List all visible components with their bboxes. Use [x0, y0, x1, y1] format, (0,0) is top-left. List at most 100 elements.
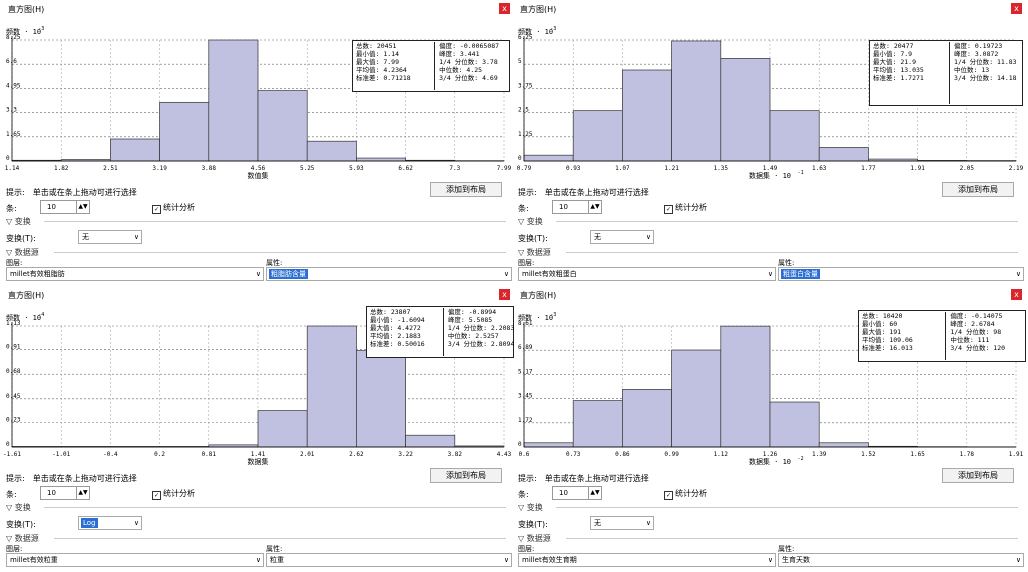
transform-select[interactable]: 无 ∨: [590, 516, 654, 530]
y-tick-label: 6.25: [518, 34, 533, 41]
y-tick-label: 4.95: [6, 82, 21, 89]
x-tick-label: 0.81: [202, 451, 217, 458]
bins-stepper[interactable]: 10 ▲▼: [552, 486, 602, 500]
y-tick-label: 8.25: [6, 34, 21, 41]
x-tick-label: 3.19: [152, 165, 167, 172]
histogram-bar: [572, 400, 623, 448]
histogram-window-4: 直方图(H) x 频数 · 10 -3 0 1.72 3.45 5.17 6.89 8.61 0…: [516, 288, 1026, 570]
transform-select[interactable]: Log ∨: [78, 516, 142, 530]
attribute-select[interactable]: 生育天数 ∨: [778, 553, 1024, 567]
divider: [44, 221, 506, 222]
transform-select[interactable]: 无 ∨: [590, 230, 654, 244]
divider: [54, 252, 506, 253]
layer-label: 图层:: [518, 259, 535, 267]
stats-checkbox[interactable]: ✓ 统计分析: [152, 489, 195, 500]
datasource-section-header[interactable]: ▽ 数据源: [6, 248, 39, 257]
histogram-chart[interactable]: 频数 · 10-3 0 1.72 3.45 5.17 6.89 8.61 0.6 0.73 0.8…: [516, 302, 1024, 465]
hint-text: 提示: 单击或在条上拖动可进行选择: [6, 188, 137, 197]
layer-select[interactable]: millet有效粒重 ∨: [6, 553, 264, 567]
chevron-down-icon: ∨: [645, 233, 651, 241]
x-tick-label: 1.12: [714, 451, 729, 458]
spin-arrows-icon[interactable]: ▲▼: [76, 201, 89, 213]
stats-left: 总数: 10420 最小值: 60 最大值: 191 平均值: 109.06 标…: [862, 312, 913, 352]
spin-arrows-icon[interactable]: ▲▼: [76, 487, 89, 499]
stats-checkbox[interactable]: ✓ 统计分析: [664, 203, 707, 214]
y-tick-label: 5.17: [518, 368, 533, 375]
datasource-section-header[interactable]: ▽ 数据源: [518, 248, 551, 257]
layer-select[interactable]: millet有效生育期 ∨: [518, 553, 776, 567]
histogram-bar: [257, 410, 308, 448]
divider: [566, 538, 1018, 539]
x-tick-label: 3.22: [398, 451, 413, 458]
stats-checkbox[interactable]: ✓ 统计分析: [152, 203, 195, 214]
datasource-section-header[interactable]: ▽ 数据源: [6, 534, 39, 543]
stats-box: 总数: 23807 最小值: -1.6094 最大值: 4.4272 平均值: …: [366, 306, 514, 358]
histogram-bar: [356, 157, 406, 162]
bins-stepper[interactable]: 10 ▲▼: [40, 486, 90, 500]
histogram-bar: [405, 434, 456, 448]
transform-select[interactable]: 无 ∨: [78, 230, 142, 244]
add-to-layout-button[interactable]: 添加到布局: [430, 182, 502, 197]
bins-stepper[interactable]: 10 ▲▼: [40, 200, 90, 214]
x-tick-label: 0.86: [615, 451, 630, 458]
x-tick-label: 0.73: [566, 451, 581, 458]
bins-value: 10: [559, 203, 568, 211]
close-button[interactable]: x: [1011, 289, 1022, 300]
histogram-bar: [818, 147, 869, 162]
transform-section-header[interactable]: ▽ 变换: [518, 217, 543, 226]
chevron-down-icon: ∨: [645, 519, 651, 527]
attribute-select[interactable]: 粒重 ∨: [266, 553, 512, 567]
attribute-select[interactable]: 粗蛋白含量 ∨: [778, 267, 1024, 281]
spin-arrows-icon[interactable]: ▲▼: [588, 487, 601, 499]
histogram-window-3: 直方图(H) x 频数 · 10 -4 0 0.23 0.45 0.68 0.91 1.13 -…: [4, 288, 514, 570]
x-tick-label: 7.3: [449, 165, 460, 172]
histogram-bar: [110, 138, 160, 162]
bins-label: 条:: [6, 204, 17, 213]
chevron-down-icon: ∨: [503, 270, 509, 278]
layer-select[interactable]: millet有效粗脂肪 ∨: [6, 267, 264, 281]
x-tick-label: 0.2: [154, 451, 165, 458]
stats-right: 偏度: 0.19723 峰度: 3.0872 1/4 分位数: 11.83 中位…: [949, 42, 1017, 104]
close-button[interactable]: x: [499, 289, 510, 300]
bins-stepper[interactable]: 10 ▲▼: [552, 200, 602, 214]
chevron-down-icon: ∨: [1015, 270, 1021, 278]
y-axis-label: 频数 · 10: [518, 27, 553, 36]
y-tick-label: 1.72: [518, 417, 533, 424]
y-axis-exponent: -3: [38, 26, 44, 32]
x-tick-label: 1.14: [5, 165, 20, 172]
spin-arrows-icon[interactable]: ▲▼: [588, 201, 601, 213]
transform-section-header[interactable]: ▽ 变换: [6, 503, 31, 512]
layer-select[interactable]: millet有效粗蛋白 ∨: [518, 267, 776, 281]
add-to-layout-button[interactable]: 添加到布局: [942, 182, 1014, 197]
x-tick-label: 1.26: [763, 451, 778, 458]
close-button[interactable]: x: [1011, 3, 1022, 14]
checkbox-checked-icon: ✓: [152, 205, 161, 214]
attribute-select[interactable]: 粗脂肪含量 ∨: [266, 267, 512, 281]
y-tick-label: 8.61: [518, 320, 533, 327]
transform-section-header[interactable]: ▽ 变换: [518, 503, 543, 512]
y-tick-label: 5: [518, 58, 522, 65]
x-tick-label: 6.62: [398, 165, 413, 172]
y-tick-label: 1.25: [518, 131, 533, 138]
window-title: 直方图(H): [8, 5, 45, 14]
x-tick-label: 2.62: [349, 451, 364, 458]
stats-checkbox[interactable]: ✓ 统计分析: [664, 489, 707, 500]
add-to-layout-button[interactable]: 添加到布局: [942, 468, 1014, 483]
x-axis-label: 数据集 · 10: [749, 457, 791, 465]
stats-right: 偏度: -0.14075 峰度: 2.6784 1/4 分位数: 98 中位数:…: [945, 312, 1005, 360]
add-to-layout-button[interactable]: 添加到布局: [430, 468, 502, 483]
transform-section-header[interactable]: ▽ 变换: [6, 217, 31, 226]
close-button[interactable]: x: [499, 3, 510, 14]
histogram-chart[interactable]: 频数 · 10-301.653.34.956.68.251.14 1.82 2.51…: [4, 16, 512, 179]
bins-value: 10: [47, 203, 56, 211]
transform-label: 变换(T):: [518, 520, 548, 529]
datasource-section-header[interactable]: ▽ 数据源: [518, 534, 551, 543]
divider: [566, 252, 1018, 253]
histogram-window-1: 直方图(H) x 频数 · 10 -3 0 1.65 3.3 4.95 6.6 8.25 1.1…: [4, 2, 512, 284]
histogram-bar: [572, 110, 623, 162]
y-axis-exponent: -3: [550, 312, 556, 318]
histogram-bar: [208, 39, 259, 162]
histogram-window-2: 直方图(H) x 频数 · 10 -3 0 1.25 2.5 3.75 5 6.25 0.79 0…: [516, 2, 1024, 284]
x-tick-label: 1.21: [664, 165, 679, 172]
